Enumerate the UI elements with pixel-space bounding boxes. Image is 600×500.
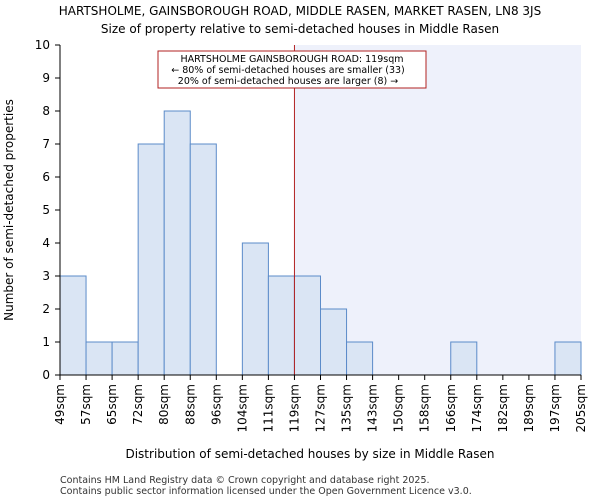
x-tick-label-88sqm: 88sqm	[183, 384, 197, 425]
annotation-line-2: ← 80% of semi-detached houses are smalle…	[171, 65, 405, 76]
bar-80sqm	[163, 110, 191, 376]
y-tick-label-2: 2	[42, 302, 50, 316]
x-tick-label-72sqm: 72sqm	[131, 384, 145, 425]
x-axis-label: Distribution of semi-detached houses by …	[125, 447, 494, 461]
bar-135sqm	[346, 341, 374, 376]
footer-licence: Contains public sector information licen…	[60, 486, 472, 497]
chart-title: HARTSHOLME, GAINSBOROUGH ROAD, MIDDLE RA…	[59, 4, 541, 18]
x-tick-label-135sqm: 135sqm	[340, 384, 354, 432]
y-tick-label-8: 8	[42, 104, 50, 118]
x-tick-label-189sqm: 189sqm	[522, 384, 536, 432]
bar-166sqm	[450, 341, 478, 376]
y-tick-label-3: 3	[42, 269, 50, 283]
bar-197sqm	[554, 341, 582, 376]
annotation-line-1: HARTSHOLME GAINSBOROUGH ROAD: 119sqm	[180, 54, 403, 65]
y-tick-label-0: 0	[42, 368, 50, 382]
x-tick-label-111sqm: 111sqm	[261, 384, 275, 432]
y-tick-label-4: 4	[42, 236, 50, 250]
x-tick-label-143sqm: 143sqm	[366, 384, 380, 432]
annotation-box	[157, 50, 427, 89]
bar-88sqm	[189, 143, 217, 376]
bar-57sqm	[85, 341, 113, 376]
x-tick-label-127sqm: 127sqm	[314, 384, 328, 432]
bar-111sqm	[267, 275, 295, 376]
x-tick-label-57sqm: 57sqm	[79, 384, 93, 425]
bar-104sqm	[241, 242, 269, 376]
x-tick-label-197sqm: 197sqm	[548, 384, 562, 432]
y-tick-label-9: 9	[42, 71, 50, 85]
x-tick-label-80sqm: 80sqm	[157, 384, 171, 425]
x-tick-label-65sqm: 65sqm	[105, 384, 119, 425]
property-annotation: HARTSHOLME GAINSBOROUGH ROAD: 119sqm ← 8…	[157, 50, 427, 89]
x-tick-label-205sqm: 205sqm	[574, 384, 588, 432]
bar-72sqm	[137, 143, 165, 376]
x-tick-label-96sqm: 96sqm	[209, 384, 223, 425]
footer-copyright: Contains HM Land Registry data © Crown c…	[60, 475, 430, 486]
bar-119sqm	[293, 275, 322, 376]
y-axis-label: Number of semi-detached properties	[2, 99, 16, 321]
x-tick-label-119sqm: 119sqm	[287, 384, 301, 432]
y-tick-label-6: 6	[42, 170, 50, 184]
annotation-line-3: 20% of semi-detached houses are larger (…	[178, 76, 398, 87]
bar-49sqm	[59, 275, 87, 376]
chart-subtitle: Size of property relative to semi-detach…	[101, 22, 499, 36]
y-tick-label-7: 7	[42, 137, 50, 151]
x-tick-label-150sqm: 150sqm	[392, 384, 406, 432]
y-tick-label-5: 5	[42, 203, 50, 217]
y-tick-label-10: 10	[35, 38, 50, 52]
x-tick-label-104sqm: 104sqm	[235, 384, 249, 432]
x-tick-label-166sqm: 166sqm	[444, 384, 458, 432]
x-tick-label-174sqm: 174sqm	[470, 384, 484, 432]
bar-127sqm	[320, 308, 348, 376]
bar-65sqm	[111, 341, 139, 376]
x-tick-label-182sqm: 182sqm	[496, 384, 510, 432]
x-tick-label-49sqm: 49sqm	[53, 384, 67, 425]
x-tick-label-158sqm: 158sqm	[418, 384, 432, 432]
y-tick-label-1: 1	[42, 335, 50, 349]
